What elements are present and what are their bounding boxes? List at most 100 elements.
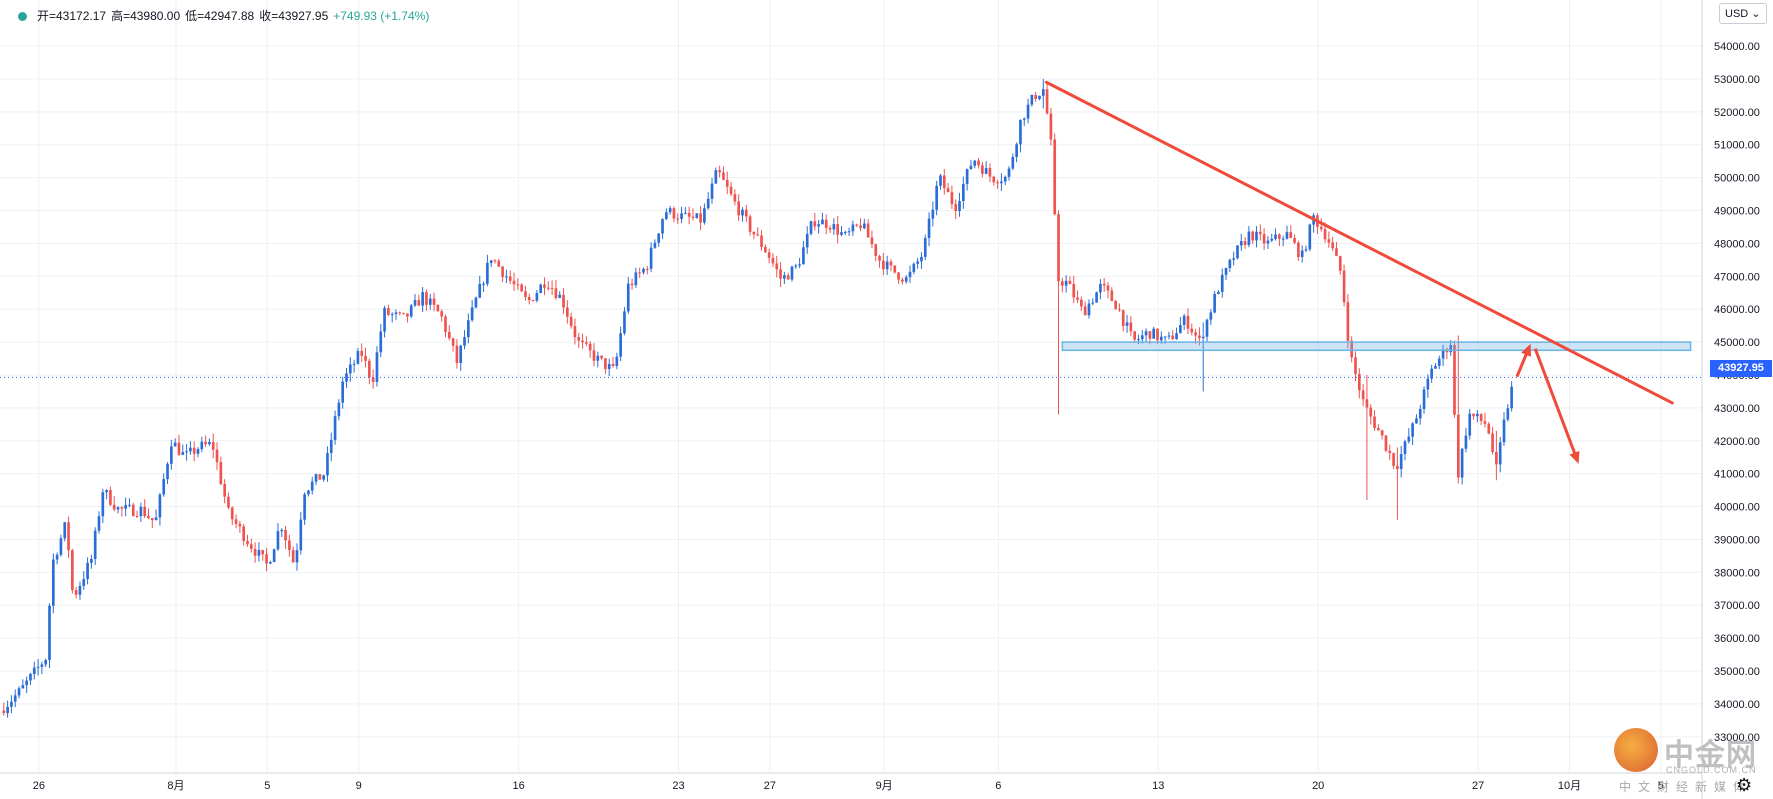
candle-down	[1258, 231, 1262, 235]
time-tick-label: 5	[1658, 780, 1664, 792]
candle-up	[862, 223, 866, 229]
candle-up	[63, 522, 67, 539]
time-tick-label: 9月	[876, 780, 893, 792]
candle-up	[329, 439, 333, 454]
candle-down	[638, 272, 642, 274]
candle-down	[1453, 345, 1456, 415]
candle-down	[691, 216, 695, 218]
candle-down	[566, 307, 569, 317]
candle-up	[326, 453, 329, 476]
currency-label: USD	[1725, 8, 1749, 20]
candle-up	[1449, 345, 1453, 353]
candle-down	[234, 519, 238, 524]
watermark-title: 中金网	[1664, 738, 1757, 773]
candle-up	[390, 314, 394, 316]
candle-down	[371, 377, 375, 382]
candle-down	[74, 590, 78, 595]
candle-down	[318, 474, 322, 480]
candle-down	[120, 507, 124, 509]
price-tick-label: 49000.00	[1714, 206, 1760, 218]
candle-down	[1380, 430, 1384, 436]
candle-up	[1460, 448, 1464, 478]
gear-icon[interactable]: ⚙	[1736, 775, 1753, 795]
candle-down	[67, 522, 70, 551]
candle-down	[577, 337, 581, 341]
candle-up	[1209, 312, 1213, 320]
candle-up	[1007, 168, 1011, 177]
candle-down	[992, 176, 996, 183]
candle-up	[44, 659, 48, 665]
candle-down	[672, 208, 676, 219]
candle-down	[1483, 421, 1487, 424]
candle-up	[741, 209, 744, 216]
candle-down	[230, 507, 234, 520]
candle-down	[767, 252, 771, 258]
candle-down	[436, 304, 440, 312]
cngold-watermark: 中金网 CNGOLD.COM.CN 中文财经新媒体	[1614, 728, 1773, 798]
candle-up	[939, 175, 942, 186]
candle-down	[524, 291, 527, 297]
watermark-domain: CNGOLD.COM.CN	[1666, 765, 1757, 775]
candle-down	[215, 449, 219, 463]
time-tick-label: 16	[512, 780, 524, 792]
candle-down	[901, 279, 904, 282]
candle-up	[634, 272, 638, 286]
price-tick-label: 47000.00	[1714, 271, 1760, 283]
candle-down	[1171, 335, 1175, 340]
candle-up	[257, 550, 261, 556]
candle-up	[101, 492, 105, 517]
candle-up	[714, 170, 718, 184]
candle-down	[1060, 281, 1064, 286]
price-tick-label: 50000.00	[1714, 173, 1760, 185]
candle-down	[756, 234, 760, 236]
candle-down	[581, 340, 584, 343]
candle-down	[878, 255, 881, 261]
candle-up	[1091, 302, 1095, 304]
candle-up	[276, 531, 280, 550]
candle-up	[13, 695, 17, 702]
candle-up	[958, 201, 961, 212]
candle-up	[1205, 319, 1209, 337]
candle-up	[1232, 258, 1235, 260]
candle-down	[261, 550, 265, 555]
candle-down	[1194, 332, 1197, 336]
candle-up	[961, 184, 965, 202]
time-axis[interactable]: 26 8月 5 9 16 23 27 9月 6 13 20 27 10月 5	[33, 780, 1664, 792]
candle-up	[840, 232, 843, 235]
candle-up	[337, 402, 341, 417]
candle-up	[413, 300, 417, 306]
candle-down	[402, 312, 405, 314]
price-tick-label: 53000.00	[1714, 74, 1760, 86]
candle-down	[1388, 450, 1392, 454]
candle-up	[93, 530, 97, 559]
price-tick-label: 45000.00	[1714, 337, 1760, 349]
candle-up	[162, 479, 166, 495]
candle-up	[664, 212, 668, 220]
candle-down	[1338, 256, 1342, 271]
candle-down	[238, 523, 242, 527]
candle-up	[116, 507, 120, 510]
price-axis[interactable]: 33000.00 34000.00 35000.00 36000.00 37000.00…	[1714, 41, 1760, 744]
candle-down	[946, 188, 950, 193]
candle-down	[1114, 300, 1117, 310]
candle-down	[760, 235, 763, 247]
candle-down	[516, 284, 520, 286]
price-tick-label: 41000.00	[1714, 469, 1760, 481]
price-tick-label: 43000.00	[1714, 403, 1760, 415]
candle-up	[1281, 238, 1285, 240]
candle-up	[847, 231, 851, 233]
candle-down	[1487, 423, 1491, 434]
candle-down	[1076, 297, 1079, 300]
time-tick-label: 13	[1152, 780, 1164, 792]
candle-up	[345, 373, 348, 382]
currency-button[interactable]: USD ⌄	[1719, 3, 1767, 24]
candle-up	[1087, 303, 1091, 316]
candle-down	[748, 216, 752, 232]
time-tick-label: 20	[1312, 780, 1324, 792]
candle-up	[1510, 386, 1513, 409]
candle-down	[585, 342, 588, 344]
candle-up	[1411, 423, 1414, 437]
candle-down	[1156, 328, 1159, 341]
candle-up	[558, 294, 562, 298]
